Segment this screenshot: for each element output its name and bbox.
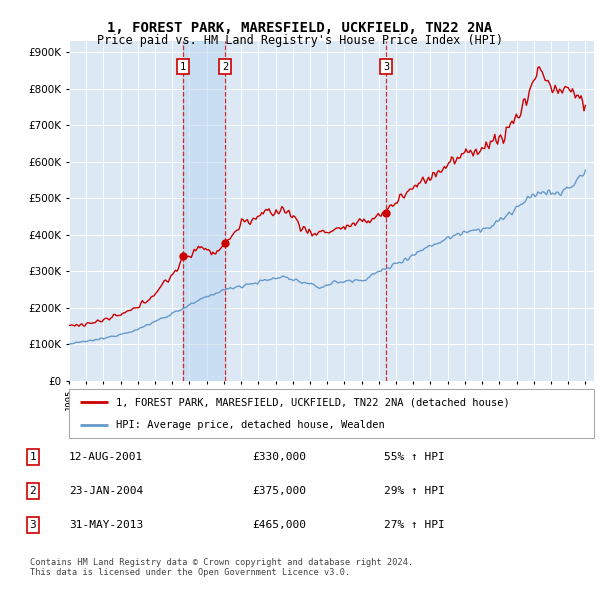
Text: Price paid vs. HM Land Registry's House Price Index (HPI): Price paid vs. HM Land Registry's House … [97, 34, 503, 47]
Text: 3: 3 [29, 520, 37, 530]
Text: 2: 2 [222, 62, 228, 72]
Text: Contains HM Land Registry data © Crown copyright and database right 2024.
This d: Contains HM Land Registry data © Crown c… [30, 558, 413, 577]
Text: 12-AUG-2001: 12-AUG-2001 [69, 453, 143, 462]
Text: 1, FOREST PARK, MARESFIELD, UCKFIELD, TN22 2NA (detached house): 1, FOREST PARK, MARESFIELD, UCKFIELD, TN… [116, 398, 510, 408]
Text: 55% ↑ HPI: 55% ↑ HPI [384, 453, 445, 462]
Text: £330,000: £330,000 [252, 453, 306, 462]
Text: £465,000: £465,000 [252, 520, 306, 530]
Text: HPI: Average price, detached house, Wealden: HPI: Average price, detached house, Weal… [116, 419, 385, 430]
Text: 1: 1 [29, 453, 37, 462]
Text: £375,000: £375,000 [252, 486, 306, 496]
Text: 3: 3 [383, 62, 389, 72]
Text: 1: 1 [180, 62, 186, 72]
Text: 31-MAY-2013: 31-MAY-2013 [69, 520, 143, 530]
Text: 27% ↑ HPI: 27% ↑ HPI [384, 520, 445, 530]
Text: 29% ↑ HPI: 29% ↑ HPI [384, 486, 445, 496]
Bar [183, 41, 225, 381]
Text: 2: 2 [29, 486, 37, 496]
Text: 1, FOREST PARK, MARESFIELD, UCKFIELD, TN22 2NA: 1, FOREST PARK, MARESFIELD, UCKFIELD, TN… [107, 21, 493, 35]
Text: 23-JAN-2004: 23-JAN-2004 [69, 486, 143, 496]
